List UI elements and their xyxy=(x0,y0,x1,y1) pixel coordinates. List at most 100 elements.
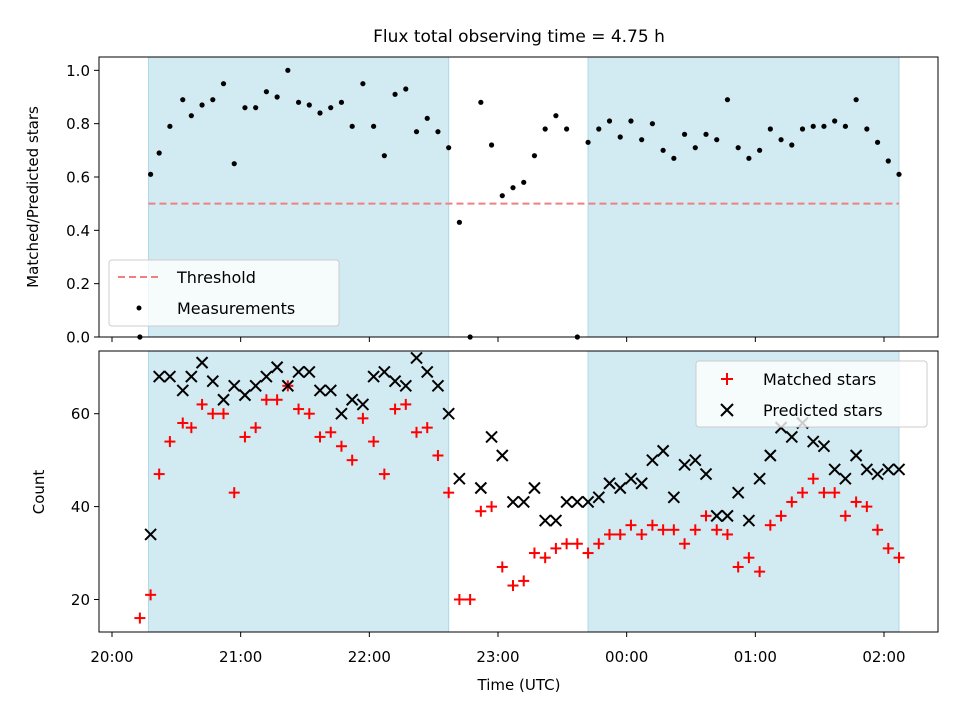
top-y-tick-label: 0.0 xyxy=(66,329,90,347)
matched-star-point xyxy=(721,528,733,540)
matched-star-point xyxy=(250,422,262,434)
measurement-point xyxy=(338,99,345,105)
bottom-x-axis: 20:00 21:00 22:00 23:00 00:00 01:00 02:00 xyxy=(90,632,906,666)
measurement-point xyxy=(714,137,720,143)
predicted-star-point xyxy=(721,509,734,523)
measurement-point xyxy=(789,142,795,148)
predicted-star-b xyxy=(549,514,563,527)
measurement-point xyxy=(564,126,570,132)
legend-matched-swatch xyxy=(721,373,733,385)
predicted-star-b xyxy=(721,509,734,523)
measurement-point xyxy=(649,121,656,127)
measurement-point xyxy=(499,193,505,199)
measurement-point xyxy=(874,139,881,145)
matched-star-point xyxy=(818,487,830,499)
predicted-star-point xyxy=(217,393,230,406)
predicted-star-b xyxy=(710,509,723,523)
predicted-star-b xyxy=(603,477,616,490)
measurement-point xyxy=(167,123,173,129)
predicted-star-b xyxy=(185,370,198,383)
bottom-panel: 20 40 60 20:00 21:00 22:00 23:00 00:00 01:00 02:… xyxy=(30,350,939,694)
matched-star-point xyxy=(861,501,873,513)
measurement-point xyxy=(692,145,698,151)
matched-star-point xyxy=(507,580,519,592)
top-y-tick-label: 0.4 xyxy=(66,222,90,240)
predicted-star-b xyxy=(785,430,798,444)
top-y-axis-label: Matched/Predicted stars xyxy=(24,106,42,288)
predicted-star-b xyxy=(260,370,273,383)
measurement-point xyxy=(381,153,387,159)
predicted-star-point xyxy=(635,477,648,490)
predicted-star-point xyxy=(528,481,541,495)
predicted-star-b xyxy=(152,370,166,383)
matched-star-point xyxy=(335,440,347,452)
predicted-star-b xyxy=(849,449,863,462)
measurement-point xyxy=(210,97,216,103)
predicted-star-b xyxy=(571,495,584,509)
matched-star-point xyxy=(400,398,412,410)
measurement-point xyxy=(403,86,409,92)
matched-star-point xyxy=(657,524,669,536)
matched-star-point xyxy=(239,431,251,443)
bottom-y-tick-label: 40 xyxy=(71,498,90,516)
matched-star-point xyxy=(807,473,819,485)
measurement-point xyxy=(821,123,827,129)
matched-star-point xyxy=(625,519,637,531)
matched-star-point xyxy=(432,450,444,462)
predicted-star-point xyxy=(144,528,157,541)
measurement-point xyxy=(231,161,237,167)
predicted-star-b xyxy=(581,495,595,509)
predicted-star-point xyxy=(431,379,445,393)
matched-star-point xyxy=(325,426,337,438)
matched-star-point xyxy=(464,593,476,605)
predicted-star-b xyxy=(689,453,702,467)
legend-matched-label: Matched stars xyxy=(763,370,876,389)
predicted-star-b xyxy=(506,495,520,509)
matched-star-point xyxy=(561,538,573,550)
measurement-point xyxy=(274,94,280,100)
predicted-star-b xyxy=(217,393,230,406)
predicted-star-point xyxy=(206,374,219,388)
shaded-interval-0 xyxy=(147,350,450,633)
matched-star-point xyxy=(582,547,594,559)
measurement-point xyxy=(767,126,773,132)
predicted-star-point xyxy=(603,477,616,490)
measurement-point xyxy=(832,118,838,124)
predicted-star-b xyxy=(560,495,573,509)
legend-threshold-label: Threshold xyxy=(176,268,256,287)
predicted-star-point xyxy=(399,379,412,393)
predicted-star-point xyxy=(581,495,595,509)
matched-star-point xyxy=(786,496,798,508)
measurement-point xyxy=(757,147,763,153)
predicted-star-b xyxy=(485,430,498,444)
predicted-star-point xyxy=(764,449,777,462)
measurement-point xyxy=(542,126,548,132)
measurement-point xyxy=(424,115,430,121)
chart-title: Flux total observing time = 4.75 h xyxy=(373,27,665,47)
predicted-star-b xyxy=(807,435,820,448)
predicted-star-point xyxy=(281,379,295,393)
top-y-axis: 0.0 0.2 0.4 0.6 0.8 1.0 xyxy=(66,62,99,347)
x-tick-label: 21:00 xyxy=(219,648,262,666)
measurement-point xyxy=(488,142,495,148)
matched-star-point xyxy=(743,552,755,564)
predicted-star-point xyxy=(421,365,434,379)
predicted-star-point xyxy=(710,509,723,523)
predicted-star-b xyxy=(378,365,391,379)
predicted-star-point xyxy=(367,370,380,383)
predicted-star-b xyxy=(421,365,434,379)
predicted-stars-points xyxy=(144,351,906,541)
predicted-star-point xyxy=(678,458,691,472)
predicted-star-b xyxy=(871,467,884,481)
matched-star-point xyxy=(185,422,197,434)
predicted-star-point xyxy=(292,365,305,379)
predicted-star-point xyxy=(496,449,509,462)
predicted-star-b xyxy=(624,472,638,485)
top-legend-box xyxy=(108,259,340,327)
predicted-star-point xyxy=(592,491,605,504)
measurement-point xyxy=(392,91,398,97)
measurement-point xyxy=(799,126,806,132)
predicted-star-point xyxy=(249,379,262,393)
matched-star-point xyxy=(550,542,562,554)
bottom-y-tick-label: 60 xyxy=(71,405,90,423)
